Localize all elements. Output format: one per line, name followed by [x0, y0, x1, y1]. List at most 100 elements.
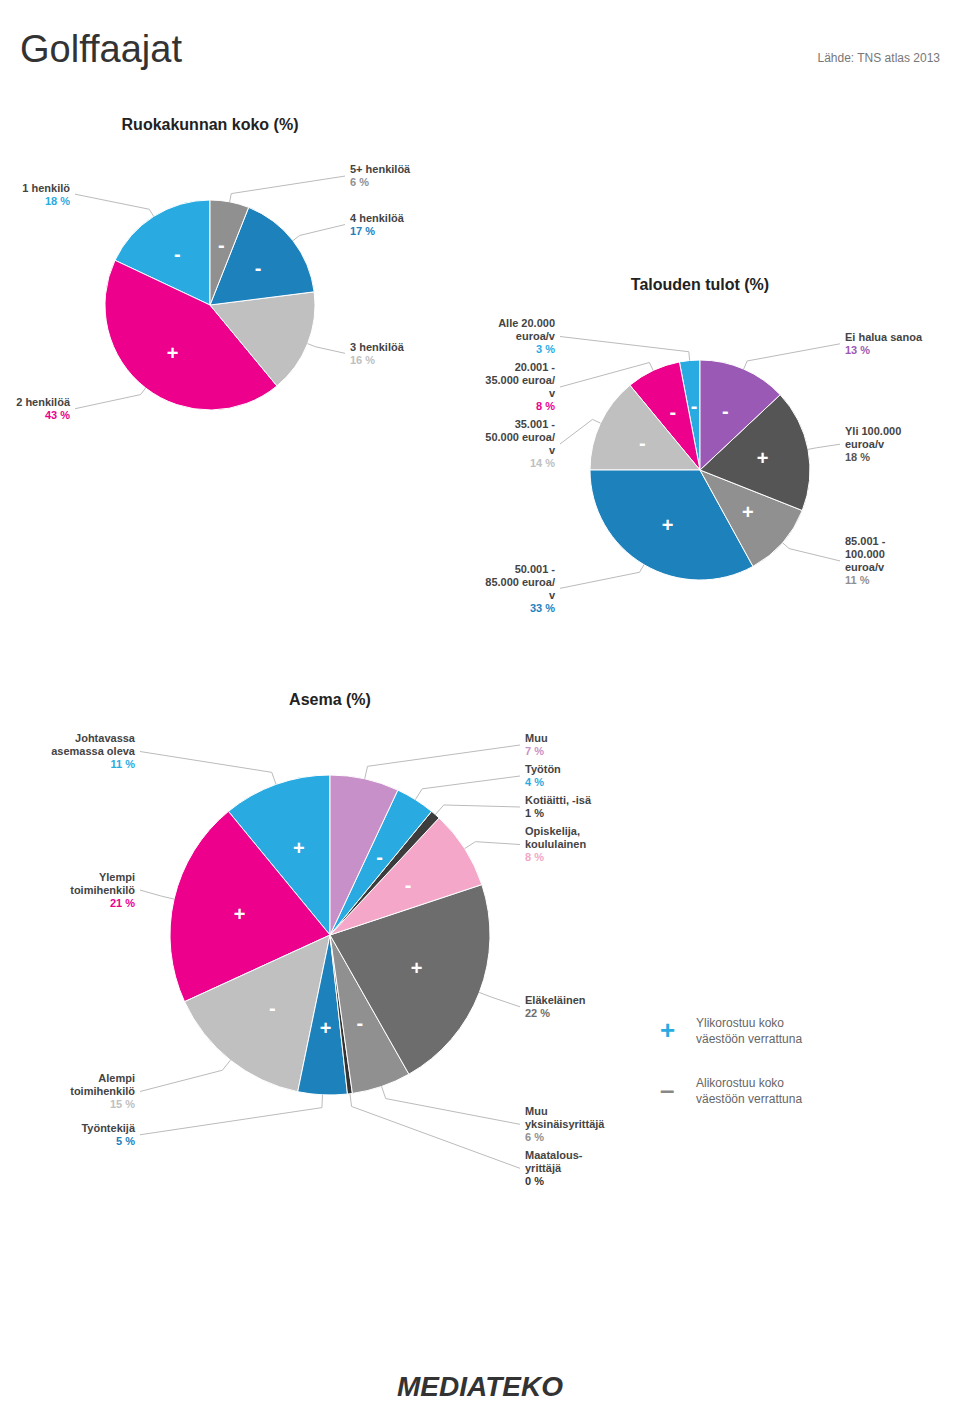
data-label: 18 % [45, 195, 70, 207]
category-label: Eläkeläinen [525, 994, 586, 1006]
legend-text: Ylikorostuu koko väestöön verrattuna [696, 1016, 802, 1046]
leader-line [230, 176, 345, 202]
category-label-line: toimihenkilö [70, 884, 135, 896]
data-label: 5 % [116, 1135, 135, 1147]
slice-sign: + [662, 514, 674, 536]
legend-text-line: Ylikorostuu koko [696, 1016, 784, 1030]
pie-chart: Ruokakunnan koko (%)-+--5+ henkilöä6 %4 … [16, 116, 411, 421]
category-label-line: 35.000 euroa/ [485, 374, 555, 386]
data-label: 13 % [845, 344, 870, 356]
pie-chart: Asema (%)++-+-+--Muu7 %Työtön4 %Kotiäitt… [51, 691, 605, 1187]
category-label: Työtön [525, 763, 561, 775]
data-label: 7 % [525, 745, 544, 757]
category-label: 1 henkilö [22, 182, 70, 194]
category-label-line: v [549, 589, 556, 601]
legend-symbol: + [660, 1015, 675, 1045]
category-label-line: 85.000 euroa/ [485, 576, 555, 588]
category-label-line: 50.001 - [515, 563, 556, 575]
slice-sign: + [293, 837, 305, 859]
slice-sign: - [669, 401, 676, 423]
slice-sign: - [405, 874, 412, 896]
category-label-line: Alempi [98, 1072, 135, 1084]
category-label-line: yksinäisyrittäjä [525, 1118, 605, 1130]
category-label-line: Työtön [525, 763, 561, 775]
leader-line [140, 1060, 230, 1091]
category-label-line: Eläkeläinen [525, 994, 586, 1006]
slices [105, 200, 315, 410]
slice-sign: - [376, 846, 383, 868]
category-label-line: 3 henkilöä [350, 341, 405, 353]
data-label: 21 % [110, 897, 135, 909]
leader-line [560, 419, 600, 444]
category-label-line: Ei halua sanoa [845, 331, 923, 343]
page: GolffaajatLähde: TNS atlas 2013Ruokakunn… [0, 0, 960, 1426]
legend-text: Alikorostuu koko väestöön verrattuna [696, 1076, 802, 1106]
leader-line [75, 194, 154, 216]
leader-line [382, 1086, 520, 1124]
category-label: 85.001 -100.000euroa/v [845, 535, 886, 573]
category-label-line: 100.000 [845, 548, 885, 560]
category-label-line: v [549, 387, 556, 399]
source: Lähde: TNS atlas 2013 [817, 51, 940, 65]
category-label: 4 henkilöä [350, 212, 405, 224]
slice-sign: + [320, 1017, 332, 1039]
category-label: Yli 100.000euroa/v [845, 425, 901, 450]
category-label: 35.001 -50.000 euroa/v [485, 418, 556, 456]
category-label-line: toimihenkilö [70, 1085, 135, 1097]
legend-text-line: Alikorostuu koko [696, 1076, 784, 1090]
category-label-line: Muu [525, 732, 548, 744]
category-label-line: Kotiäitti, -isä [525, 794, 592, 806]
category-label-line: 1 henkilö [22, 182, 70, 194]
data-label: 15 % [110, 1098, 135, 1110]
slice-sign: - [269, 997, 276, 1019]
data-label: 6 % [350, 176, 369, 188]
leader-line [465, 842, 520, 849]
leader-line [560, 565, 644, 589]
data-label: 11 % [845, 574, 870, 586]
slice [210, 200, 249, 305]
leader-line [479, 992, 520, 1006]
legend-text-line: väestöön verrattuna [696, 1032, 802, 1046]
legend-text-line: väestöön verrattuna [696, 1092, 802, 1106]
leader-line [783, 543, 840, 561]
category-label-line: asemassa oleva [51, 745, 136, 757]
category-label-line: 5+ henkilöä [350, 163, 411, 175]
category-label: 3 henkilöä [350, 341, 405, 353]
category-label-line: 85.001 - [845, 535, 886, 547]
slice-sign: + [234, 903, 246, 925]
slice-sign: - [639, 432, 646, 454]
data-label: 8 % [536, 400, 555, 412]
data-label: 16 % [350, 354, 375, 366]
category-label-line: 35.001 - [515, 418, 556, 430]
labels: 5+ henkilöä6 %4 henkilöä17 %3 henkilöä16… [16, 163, 411, 421]
leader-line [140, 890, 174, 899]
signs: ---+++- [639, 395, 769, 535]
slices [170, 775, 490, 1095]
leader-line [365, 745, 520, 779]
leader-line [293, 225, 345, 241]
category-label-line: koululainen [525, 838, 586, 850]
legend-symbol: – [660, 1075, 674, 1105]
category-label-line: euroa/v [516, 330, 556, 342]
data-label: 4 % [525, 776, 544, 788]
leader-line [415, 776, 520, 800]
leader-line [140, 752, 276, 785]
category-label: Alle 20.000euroa/v [498, 317, 556, 342]
category-label: 5+ henkilöä [350, 163, 411, 175]
slice-sign: - [218, 234, 225, 256]
data-label: 3 % [536, 343, 555, 355]
category-label: Ylempitoimihenkilö [70, 871, 135, 896]
slice-sign: - [255, 257, 262, 279]
leader-line [75, 388, 146, 409]
labels: Muu7 %Työtön4 %Kotiäitti, -isä1 %Opiskel… [51, 732, 605, 1187]
signs: ++-+-+-- [234, 837, 423, 1039]
category-label-line: Ylempi [99, 871, 135, 883]
slice-sign: + [757, 447, 769, 469]
category-label-line: Alle 20.000 [498, 317, 555, 329]
pie-chart: Talouden tulot (%)---+++-Ei halua sanoa1… [485, 276, 923, 614]
category-label: Ei halua sanoa [845, 331, 923, 343]
slice-sign: + [411, 957, 423, 979]
category-label: 50.001 -85.000 euroa/v [485, 563, 556, 601]
leader-line [140, 1095, 323, 1135]
leader-line [308, 344, 345, 354]
